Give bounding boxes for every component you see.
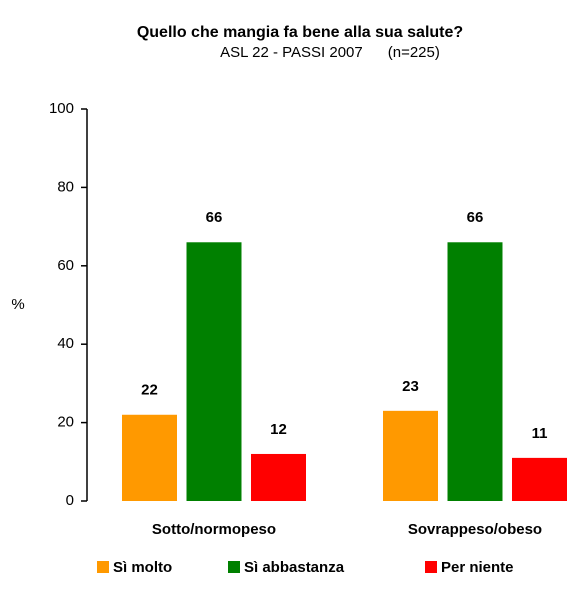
value-label: 66 — [467, 209, 484, 226]
value-label: 23 — [402, 378, 419, 395]
legend-swatch — [97, 561, 109, 573]
y-tick-label: 0 — [66, 492, 74, 509]
bar — [122, 414, 177, 501]
legend-label: Sì molto — [113, 559, 172, 576]
legend-label: Sì abbastanza — [244, 559, 345, 576]
bar — [512, 457, 567, 501]
bar — [186, 242, 242, 501]
y-tick-label: 80 — [57, 178, 74, 195]
legend-label: Per niente — [441, 559, 514, 576]
y-tick-label: 100 — [49, 100, 74, 117]
legend-swatch — [228, 561, 240, 573]
bar — [447, 242, 503, 501]
value-label: 11 — [532, 425, 548, 442]
y-tick-label: 20 — [57, 414, 74, 431]
value-label: 12 — [270, 421, 287, 438]
y-axis-label: % — [11, 296, 24, 313]
bar — [383, 410, 438, 501]
bar — [251, 453, 306, 501]
x-tick-label: Sovrappeso/obeso — [408, 521, 542, 538]
chart-subtitle: ASL 22 - PASSI 2007 (n=225) — [220, 44, 440, 61]
y-tick-label: 60 — [57, 257, 74, 274]
x-tick-label: Sotto/normopeso — [152, 521, 276, 538]
value-label: 22 — [141, 382, 158, 399]
y-tick-label: 40 — [57, 335, 74, 352]
chart-title: Quello che mangia fa bene alla sua salut… — [137, 24, 463, 41]
legend-swatch — [425, 561, 437, 573]
value-label: 66 — [206, 209, 223, 226]
